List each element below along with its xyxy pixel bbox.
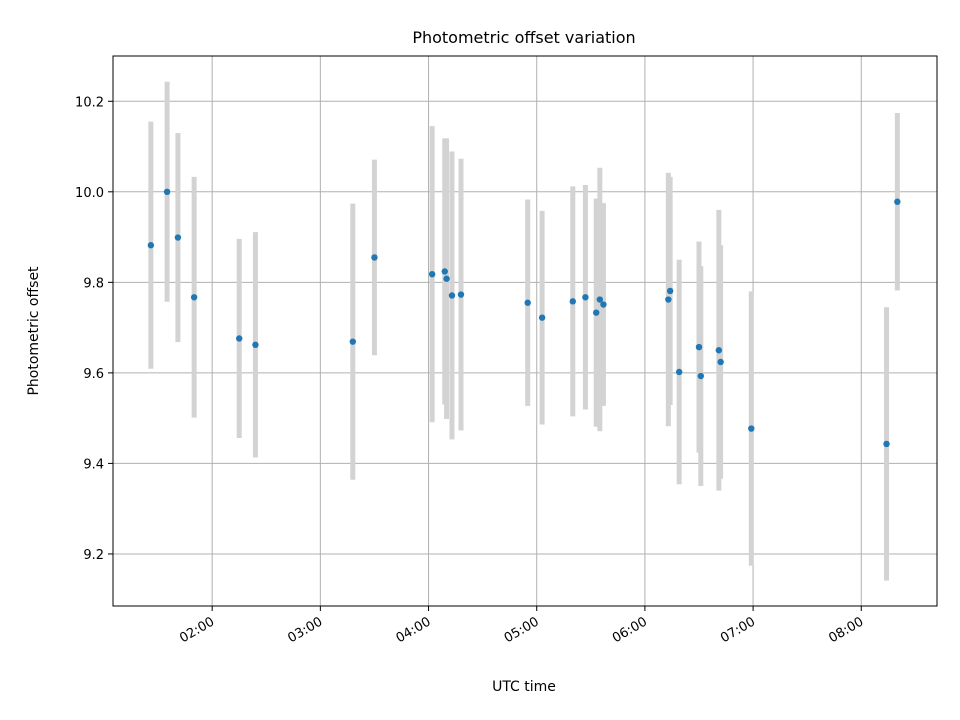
data-point xyxy=(443,275,450,282)
data-point xyxy=(163,188,171,196)
data-point xyxy=(717,358,724,366)
data-point xyxy=(428,270,436,278)
data-point xyxy=(697,372,704,380)
data-point xyxy=(593,309,600,316)
data-point xyxy=(894,198,901,205)
data-point xyxy=(538,314,546,321)
data-point xyxy=(147,242,155,249)
data-point xyxy=(252,341,259,349)
data-point xyxy=(675,368,683,376)
data-point xyxy=(236,335,243,342)
data-point xyxy=(174,234,182,241)
data-point xyxy=(665,296,672,303)
x-axis-label: UTC time xyxy=(492,679,556,695)
data-point xyxy=(748,425,755,432)
data-point xyxy=(695,343,703,351)
y-tick-label: 10.0 xyxy=(75,186,104,201)
data-point xyxy=(524,299,531,306)
data-point xyxy=(448,292,456,299)
data-point xyxy=(582,294,589,301)
y-tick-label: 9.4 xyxy=(83,457,104,472)
y-tick-label: 9.6 xyxy=(83,367,104,382)
data-point xyxy=(441,268,448,275)
chart-title: Photometric offset variation xyxy=(412,28,635,47)
y-axis-label: Photometric offset xyxy=(26,266,42,396)
data-point xyxy=(349,338,357,345)
data-points xyxy=(147,188,901,448)
plot-frame xyxy=(112,55,938,607)
data-point xyxy=(190,294,198,301)
data-point xyxy=(666,287,674,295)
data-point xyxy=(457,291,465,298)
y-tick-label: 10.2 xyxy=(75,95,104,110)
data-point xyxy=(371,254,378,261)
data-point xyxy=(600,301,607,308)
data-point xyxy=(715,347,723,354)
data-point xyxy=(569,298,576,305)
y-tick-label: 9.8 xyxy=(83,276,104,291)
y-tick-label: 9.2 xyxy=(83,548,104,563)
data-point xyxy=(883,440,890,448)
data-point xyxy=(596,296,604,303)
